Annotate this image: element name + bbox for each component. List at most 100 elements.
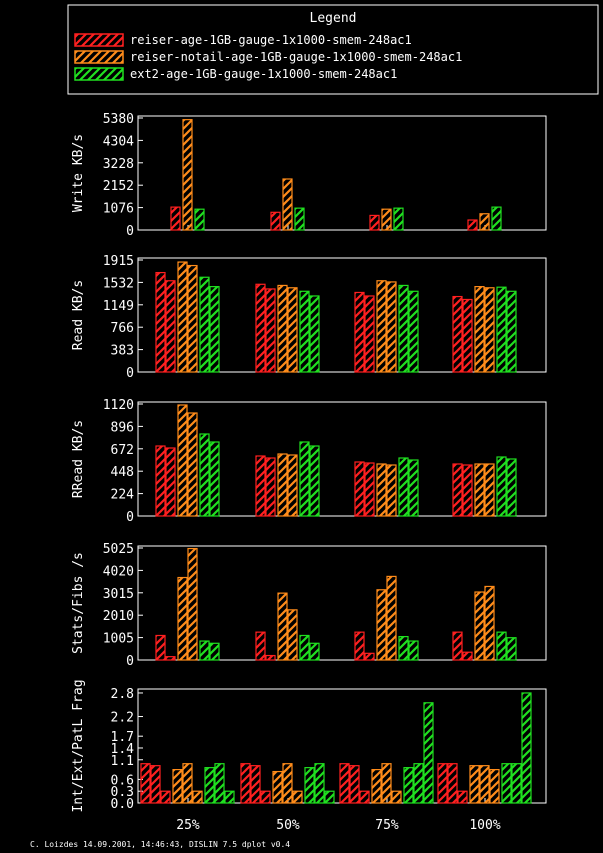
bar xyxy=(204,767,215,804)
bar xyxy=(277,453,288,517)
y-tick-label: 0 xyxy=(126,654,134,669)
y-tick-label: 0 xyxy=(126,224,134,239)
bar xyxy=(398,635,409,661)
bar xyxy=(398,284,409,373)
y-tick-label: 1.1 xyxy=(111,754,134,769)
legend-title: Legend xyxy=(310,11,357,26)
bar xyxy=(386,575,397,661)
bar xyxy=(150,765,161,804)
bar xyxy=(447,763,458,804)
bar xyxy=(187,547,198,661)
y-tick-label: 383 xyxy=(111,344,134,359)
bar xyxy=(182,119,193,231)
y-tick-label: 1076 xyxy=(103,202,134,217)
chart-panel: 0 224 448 672 896 1120 RRead KB/s xyxy=(71,398,547,525)
legend-swatch xyxy=(74,50,124,64)
bar xyxy=(413,763,424,804)
bar xyxy=(521,692,532,804)
bar xyxy=(386,464,397,517)
bar xyxy=(376,463,387,517)
legend-box: Legend reiser-age-1GB-gauge-1x1000-smem-… xyxy=(67,4,599,95)
bar xyxy=(484,463,495,517)
bar xyxy=(299,441,310,517)
legend-label: reiser-age-1GB-gauge-1x1000-smem-248ac1 xyxy=(130,33,412,47)
y-tick-label: 5025 xyxy=(103,542,134,557)
y-tick-label: 3015 xyxy=(103,587,134,602)
bar xyxy=(386,281,397,373)
bar xyxy=(177,261,188,373)
bar xyxy=(224,790,235,804)
bar xyxy=(391,790,402,804)
bar xyxy=(452,631,463,661)
bar xyxy=(371,768,382,804)
legend-label: reiser-notail-age-1GB-gauge-1x1000-smem-… xyxy=(130,50,462,64)
y-tick-label: 0 xyxy=(126,510,134,525)
bar xyxy=(506,637,517,661)
y-axis-label: Int/Ext/PatL Frag xyxy=(71,679,86,812)
legend-entry: reiser-notail-age-1GB-gauge-1x1000-smem-… xyxy=(74,50,462,64)
bar xyxy=(462,298,473,373)
bar xyxy=(309,295,320,373)
bar xyxy=(155,271,166,373)
legend-label: ext2-age-1GB-gauge-1x1000-smem-248ac1 xyxy=(130,67,397,81)
y-tick-label: 1915 xyxy=(103,254,134,269)
bar xyxy=(177,404,188,517)
bar xyxy=(287,454,298,517)
bar xyxy=(277,592,288,661)
bar xyxy=(192,790,203,804)
y-tick-label: 1149 xyxy=(103,299,134,314)
bar xyxy=(287,609,298,661)
bar xyxy=(484,585,495,661)
bar xyxy=(260,790,271,804)
bar xyxy=(255,631,266,661)
bar xyxy=(304,767,315,804)
bar xyxy=(393,207,404,231)
bar xyxy=(282,763,293,804)
y-tick-label: 2010 xyxy=(103,609,134,624)
x-tick-label: 75% xyxy=(375,818,399,833)
y-tick-label: 1532 xyxy=(103,276,134,291)
bar xyxy=(172,768,183,804)
legend-entry: reiser-age-1GB-gauge-1x1000-smem-248ac1 xyxy=(74,33,412,47)
legend-entry: ext2-age-1GB-gauge-1x1000-smem-248ac1 xyxy=(74,67,397,81)
bar xyxy=(496,456,507,517)
legend-swatch xyxy=(74,67,124,81)
bar xyxy=(506,458,517,517)
bar xyxy=(292,790,303,804)
bar xyxy=(265,457,276,517)
bar xyxy=(364,462,375,517)
bar xyxy=(255,455,266,517)
bar xyxy=(199,276,210,373)
bar xyxy=(403,767,414,804)
bar xyxy=(479,213,490,231)
bar xyxy=(354,461,365,517)
y-tick-label: 1005 xyxy=(103,632,134,647)
bar xyxy=(324,790,335,804)
bar xyxy=(457,790,468,804)
bar xyxy=(484,287,495,373)
bar xyxy=(474,591,485,661)
bar xyxy=(194,208,205,231)
chart-panel: 0 1076 2152 3228 4304 5380 Write KB/s xyxy=(71,112,547,239)
bar xyxy=(287,287,298,373)
bar xyxy=(309,445,320,517)
bar xyxy=(364,652,375,661)
bar xyxy=(199,640,210,661)
bar xyxy=(282,178,293,231)
y-tick-label: 5380 xyxy=(103,112,134,127)
bar xyxy=(462,464,473,517)
bar xyxy=(376,589,387,661)
footer-credit: C. Loizdes 14.09.2001, 14:46:43, DISLIN … xyxy=(30,840,290,849)
y-axis-label: Stats/Fibs /s xyxy=(71,552,86,654)
bar xyxy=(255,283,266,373)
bar xyxy=(214,763,225,804)
bar xyxy=(491,206,502,231)
bar xyxy=(354,631,365,661)
bar xyxy=(467,219,478,231)
x-tick-label: 50% xyxy=(276,818,300,833)
y-tick-label: 0 xyxy=(126,366,134,381)
y-tick-label: 0.0 xyxy=(111,797,134,812)
bar xyxy=(209,441,220,517)
y-tick-label: 672 xyxy=(111,443,134,458)
bar xyxy=(155,634,166,661)
